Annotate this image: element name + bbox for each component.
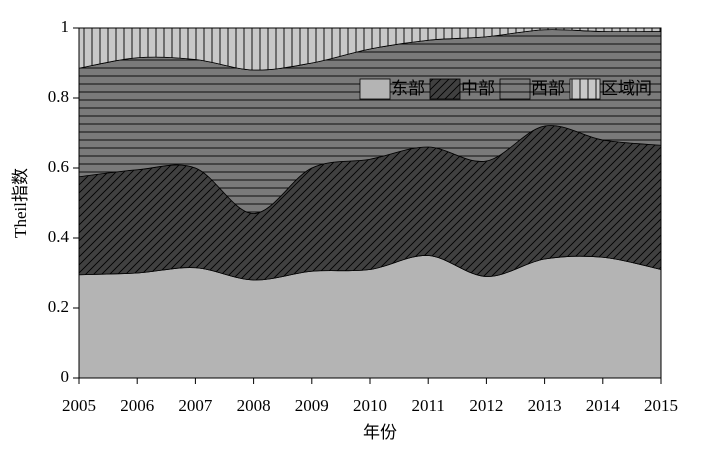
y-tick-label: 1	[61, 17, 70, 36]
x-tick-label: 2008	[237, 396, 271, 415]
legend-swatch	[569, 78, 601, 100]
y-axis-label: Theil指数	[11, 168, 30, 238]
x-tick-label: 2006	[120, 396, 154, 415]
legend-label: 西部	[531, 79, 565, 98]
x-tick-label: 2009	[295, 396, 329, 415]
y-tick-label: 0.6	[48, 157, 69, 176]
y-tick-label: 0.4	[48, 227, 70, 246]
x-tick-label: 2010	[353, 396, 387, 415]
legend-label: 中部	[461, 79, 495, 98]
y-tick-label: 0.2	[48, 297, 69, 316]
x-tick-label: 2015	[644, 396, 678, 415]
x-tick-label: 2005	[62, 396, 96, 415]
area	[78, 255, 662, 379]
legend-swatch	[359, 78, 391, 100]
x-axis-label: 年份	[363, 423, 397, 442]
legend-swatch	[429, 78, 461, 100]
y-tick-label: 0.8	[48, 87, 69, 106]
x-tick-label: 2013	[528, 396, 562, 415]
legend-label: 区域间	[601, 79, 652, 98]
x-tick-label: 2007	[178, 396, 213, 415]
x-tick-label: 2011	[412, 396, 445, 415]
legend-label: 东部	[391, 79, 425, 98]
x-tick-label: 2012	[469, 396, 503, 415]
x-tick-label: 2014	[586, 396, 621, 415]
legend-swatch	[499, 78, 531, 100]
y-tick-label: 0	[61, 367, 70, 386]
